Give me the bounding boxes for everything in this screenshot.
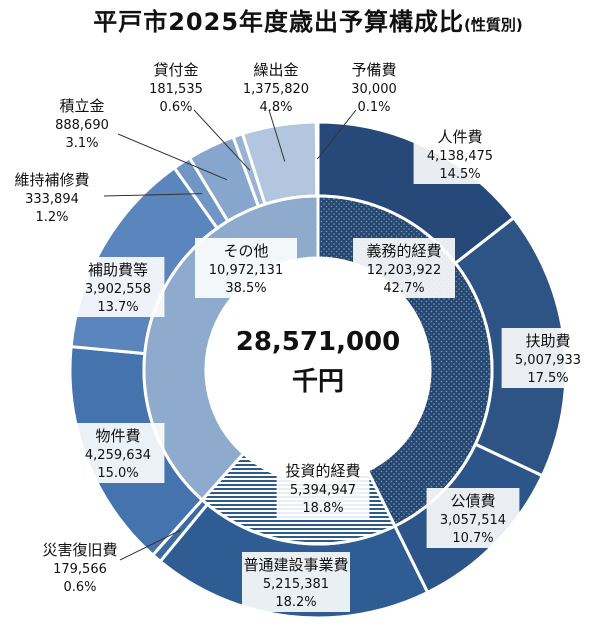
outer-label-3-line-2: 18.2% — [275, 595, 316, 610]
title-sub: (性質別) — [464, 16, 523, 34]
outer-label-5-line-2: 15.0% — [97, 466, 138, 481]
outer-label-2-line-0: 公債費 — [450, 492, 495, 510]
outer-label-6-line-2: 13.7% — [97, 300, 138, 315]
outer-label-11-line-0: 予備費 — [351, 61, 396, 79]
inner-label-2: その他 10,972,131 38.5% — [195, 238, 297, 298]
outer-label-7-line-1: 333,894 — [25, 192, 79, 207]
chart-title: 平戸市2025年度歳出予算構成比(性質別) — [0, 2, 616, 37]
outer-label-9-line-2: 0.6% — [159, 100, 192, 115]
outer-label-10-line-1: 1,375,820 — [243, 82, 309, 97]
leader-line-11 — [316, 109, 357, 160]
outer-label-7: 維持補修費 333,894 1.2% — [14, 171, 89, 225]
inner-label-2-line-2: 38.5% — [225, 281, 266, 296]
leader-line-10 — [268, 109, 286, 162]
outer-label-3-line-0: 普通建設事業費 — [243, 556, 348, 574]
outer-label-1-line-1: 5,007,933 — [515, 353, 581, 368]
inner-label-1: 投資的経費 5,394,947 18.8% — [276, 458, 370, 518]
outer-label-5-line-0: 物件費 — [95, 427, 140, 445]
leader-line-7 — [103, 193, 203, 197]
outer-label-10-line-2: 4.8% — [259, 100, 292, 115]
center-total: 28,571,000 — [236, 327, 400, 357]
inner-label-0-line-2: 42.7% — [383, 281, 424, 296]
outer-label-8-line-2: 3.1% — [65, 136, 98, 151]
inner-label-0-line-0: 義務的経費 — [366, 242, 441, 260]
outer-label-11: 予備費 30,000 0.1% — [351, 61, 397, 115]
outer-label-9-line-1: 181,535 — [149, 82, 203, 97]
outer-label-11-line-1: 30,000 — [351, 82, 397, 97]
inner-label-1-line-1: 5,394,947 — [290, 483, 356, 498]
outer-label-11-line-2: 0.1% — [357, 100, 390, 115]
outer-label-6-line-0: 補助費等 — [88, 261, 148, 279]
outer-label-6-line-1: 3,902,558 — [85, 282, 151, 297]
inner-slice-2 — [142, 194, 320, 502]
outer-label-1: 扶助費 5,007,933 17.5% — [501, 328, 595, 388]
outer-label-4-line-2: 0.6% — [63, 580, 96, 595]
center-unit: 千円 — [292, 367, 344, 397]
outer-label-7-line-2: 1.2% — [35, 210, 68, 225]
inner-label-0-line-1: 12,203,922 — [367, 263, 441, 278]
outer-label-1-line-0: 扶助費 — [525, 332, 570, 350]
outer-label-3-line-1: 5,215,381 — [263, 577, 329, 592]
leader-line-4 — [119, 529, 181, 561]
data-labels: 人件費 4,138,475 14.5% 扶助費 5,007,933 17.5% 公債費 3,0… — [14, 61, 595, 612]
outer-label-8-line-0: 積立金 — [59, 97, 104, 115]
inner-label-2-line-1: 10,972,131 — [209, 263, 283, 278]
outer-label-2: 公債費 3,057,514 10.7% — [426, 488, 520, 548]
title-main: 平戸市2025年度歳出予算構成比 — [93, 8, 465, 36]
leader-line-8 — [117, 133, 228, 181]
outer-label-0: 人件費 4,138,475 14.5% — [413, 124, 507, 184]
outer-label-8-line-1: 888,690 — [55, 118, 109, 133]
outer-label-2-line-1: 3,057,514 — [440, 513, 506, 528]
outer-label-0-line-1: 4,138,475 — [427, 149, 493, 164]
outer-label-3: 普通建設事業費 5,215,381 18.2% — [242, 552, 350, 612]
outer-label-5-line-1: 4,259,634 — [85, 448, 151, 463]
outer-label-5: 物件費 4,259,634 15.0% — [71, 423, 165, 483]
leader-line-9 — [193, 109, 251, 171]
inner-label-1-line-2: 18.8% — [302, 501, 343, 516]
outer-label-4: 災害復旧費 179,566 0.6% — [42, 541, 117, 595]
outer-label-6: 補助費等 3,902,558 13.7% — [71, 257, 165, 317]
outer-label-7-line-0: 維持補修費 — [14, 171, 89, 189]
outer-label-9-line-0: 貸付金 — [153, 61, 198, 79]
outer-label-10: 繰出金 1,375,820 4.8% — [243, 61, 309, 115]
inner-label-0: 義務的経費 12,203,922 42.7% — [353, 238, 455, 298]
outer-label-1-line-2: 17.5% — [527, 371, 568, 386]
outer-label-0-line-0: 人件費 — [437, 128, 482, 146]
outer-label-10-line-0: 繰出金 — [253, 61, 298, 79]
outer-label-8: 積立金 888,690 3.1% — [55, 97, 109, 151]
inner-label-1-line-0: 投資的経費 — [285, 462, 360, 480]
outer-label-2-line-2: 10.7% — [452, 531, 493, 546]
inner-label-2-line-0: その他 — [223, 242, 268, 260]
leader-lines — [103, 109, 357, 561]
outer-label-0-line-2: 14.5% — [439, 167, 480, 182]
outer-label-4-line-0: 災害復旧費 — [42, 541, 117, 559]
outer-label-9: 貸付金 181,535 0.6% — [149, 61, 203, 115]
outer-label-4-line-1: 179,566 — [53, 562, 107, 577]
